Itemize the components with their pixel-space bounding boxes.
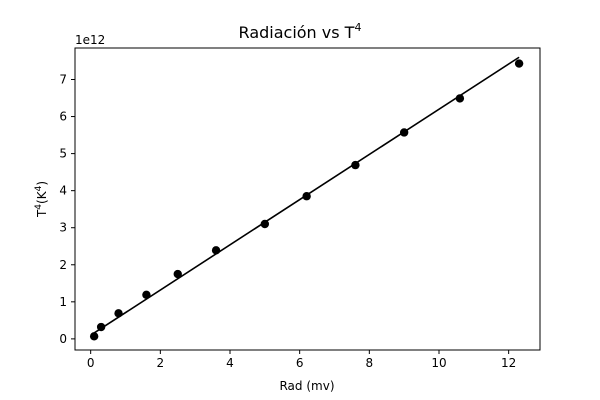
y-tick-label: 6	[59, 110, 67, 124]
chart-title-superscript: 4	[354, 21, 361, 34]
x-axis-label: Rad (mv)	[279, 379, 334, 393]
data-point	[173, 269, 182, 279]
data-point	[351, 160, 360, 170]
y-label-sup2: 4	[34, 185, 44, 191]
y-label-prefix: T	[35, 209, 49, 218]
data-point	[96, 322, 106, 332]
x-tick-label: 0	[87, 356, 95, 370]
x-tick-label: 12	[501, 356, 516, 370]
plot-area	[89, 56, 524, 341]
data-point	[114, 309, 123, 318]
x-tick-label: 8	[366, 356, 374, 370]
data-point	[302, 192, 311, 201]
y-axis-label: T4(K4)	[34, 181, 49, 218]
data-point	[260, 219, 270, 229]
y-offset-label: 1e12	[75, 33, 105, 47]
data-point	[211, 246, 221, 255]
x-tick-label: 4	[226, 356, 234, 370]
data-point	[89, 332, 99, 341]
y-label-mid: (K	[35, 190, 49, 204]
y-tick-label: 0	[59, 332, 67, 346]
y-tick-label: 3	[59, 221, 67, 235]
x-tick-label: 10	[431, 356, 446, 370]
data-point	[514, 59, 524, 68]
x-tick-label: 2	[157, 356, 165, 370]
axes-frame	[74, 47, 541, 351]
y-tick-label: 7	[59, 72, 67, 86]
chart-title-main: Radiación vs T	[239, 23, 355, 42]
x-tick-label: 6	[296, 356, 304, 370]
y-tick-label: 5	[59, 147, 67, 161]
x-axis-ticks: 0 2 4 6 8 10 12	[87, 350, 516, 370]
data-point	[455, 94, 465, 103]
data-point	[142, 290, 151, 299]
y-tick-label: 2	[59, 258, 67, 272]
y-tick-label: 4	[59, 184, 67, 198]
y-axis-ticks: 0 1 2 3 4 5 6 7	[59, 72, 75, 346]
y-label-sup1: 4	[34, 204, 44, 210]
data-point	[399, 128, 409, 137]
y-tick-label: 1	[59, 295, 67, 309]
y-label-suffix: )	[35, 181, 49, 186]
chart-title: Radiación vs T4	[239, 21, 362, 42]
